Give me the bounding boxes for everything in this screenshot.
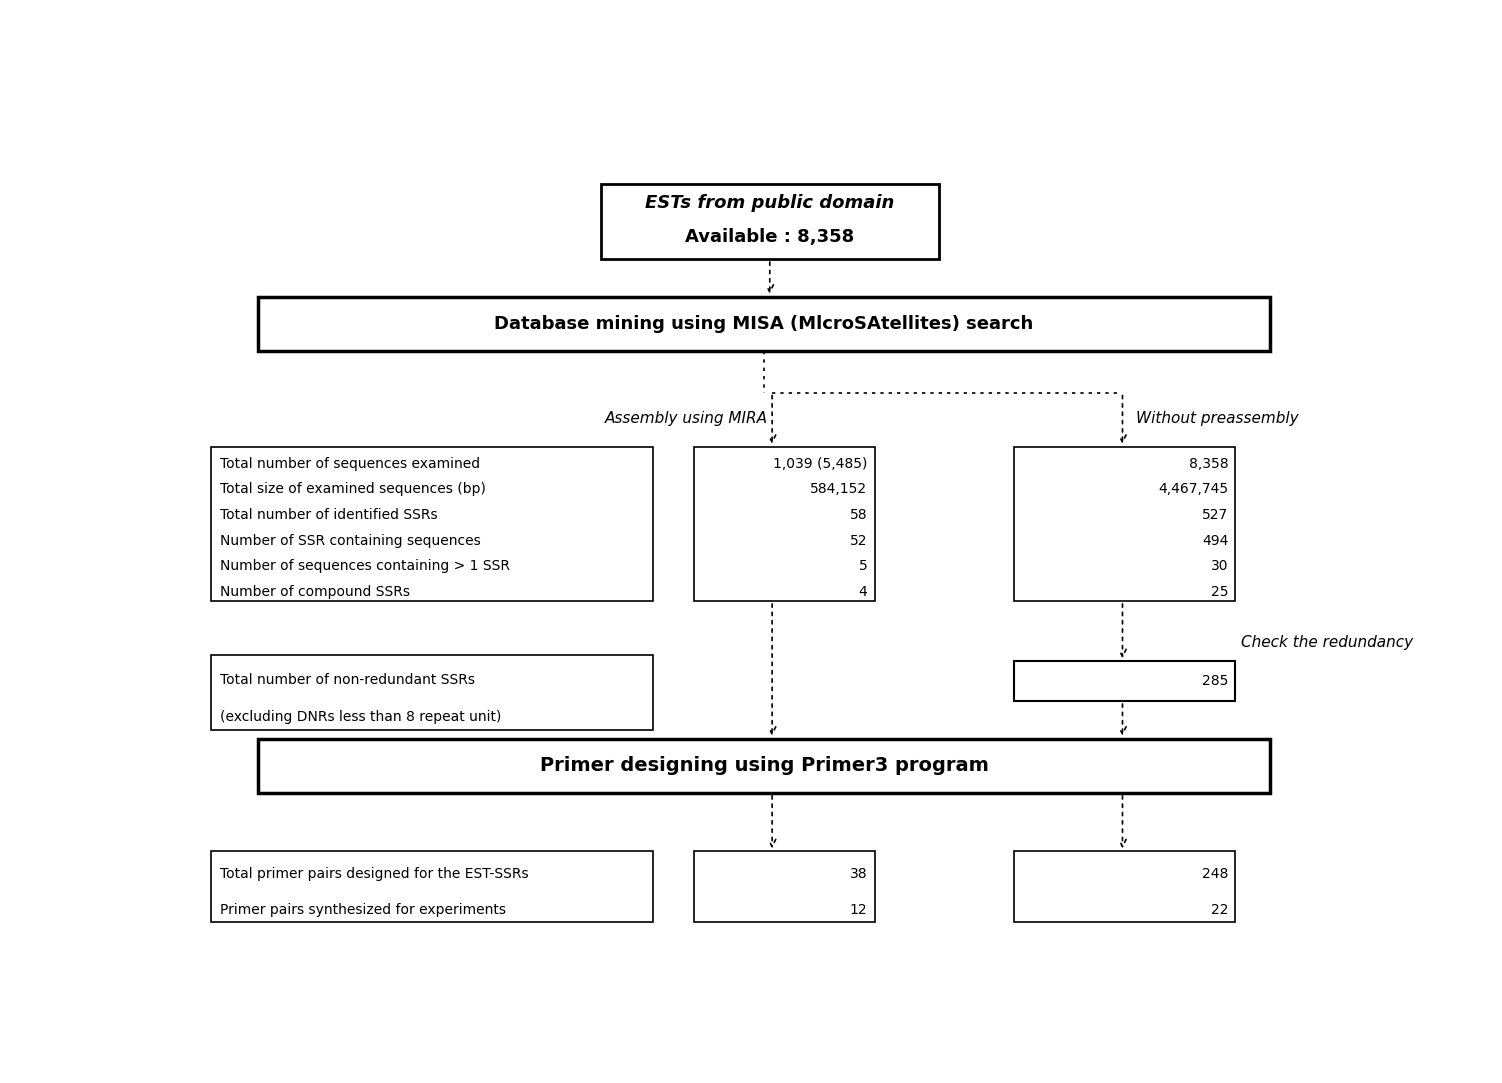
Bar [1014, 851, 1235, 923]
Text: Database mining using MISA (MlcroSAtellites) search: Database mining using MISA (MlcroSAtelli… [494, 315, 1033, 332]
Text: 285: 285 [1202, 675, 1229, 688]
Text: Number of compound SSRs: Number of compound SSRs [221, 585, 410, 599]
Bar [1014, 661, 1235, 701]
Text: Primer designing using Primer3 program: Primer designing using Primer3 program [539, 756, 988, 775]
Text: 30: 30 [1211, 560, 1229, 573]
Text: Check the redundancy: Check the redundancy [1241, 636, 1413, 650]
Text: 248: 248 [1202, 867, 1229, 882]
Bar [601, 184, 939, 259]
Bar [210, 851, 653, 923]
Text: Without preassembly: Without preassembly [1137, 410, 1299, 426]
Text: 22: 22 [1211, 903, 1229, 917]
Text: Total primer pairs designed for the EST-SSRs: Total primer pairs designed for the EST-… [221, 867, 529, 882]
Text: 1,039 (5,485): 1,039 (5,485) [774, 457, 868, 470]
Text: Primer pairs synthesized for experiments: Primer pairs synthesized for experiments [221, 903, 506, 917]
Text: 527: 527 [1202, 508, 1229, 522]
Text: Number of sequences containing > 1 SSR: Number of sequences containing > 1 SSR [221, 560, 511, 573]
Text: 584,152: 584,152 [811, 482, 868, 496]
Text: 4,467,745: 4,467,745 [1158, 482, 1229, 496]
Text: 4: 4 [859, 585, 868, 599]
Text: 25: 25 [1211, 585, 1229, 599]
Bar [210, 447, 653, 601]
Bar [694, 851, 874, 923]
Text: 58: 58 [850, 508, 868, 522]
Text: Total number of identified SSRs: Total number of identified SSRs [221, 508, 439, 522]
Text: 38: 38 [850, 867, 868, 882]
Text: 8,358: 8,358 [1188, 457, 1229, 470]
Text: Total size of examined sequences (bp): Total size of examined sequences (bp) [221, 482, 487, 496]
Bar [258, 297, 1271, 351]
Text: ESTs from public domain: ESTs from public domain [644, 194, 895, 212]
Text: Number of SSR containing sequences: Number of SSR containing sequences [221, 534, 481, 548]
Text: 52: 52 [850, 534, 868, 548]
Text: Available : 8,358: Available : 8,358 [685, 227, 855, 246]
Bar [694, 447, 874, 601]
Text: 5: 5 [859, 560, 868, 573]
Bar [210, 655, 653, 730]
Text: (excluding DNRs less than 8 repeat unit): (excluding DNRs less than 8 repeat unit) [221, 710, 502, 725]
Text: Total number of non-redundant SSRs: Total number of non-redundant SSRs [221, 673, 475, 687]
Text: Assembly using MIRA: Assembly using MIRA [604, 410, 768, 426]
Text: 12: 12 [850, 903, 868, 917]
Bar [258, 739, 1271, 793]
Text: Total number of sequences examined: Total number of sequences examined [221, 457, 481, 470]
Text: 494: 494 [1202, 534, 1229, 548]
Bar [1014, 447, 1235, 601]
